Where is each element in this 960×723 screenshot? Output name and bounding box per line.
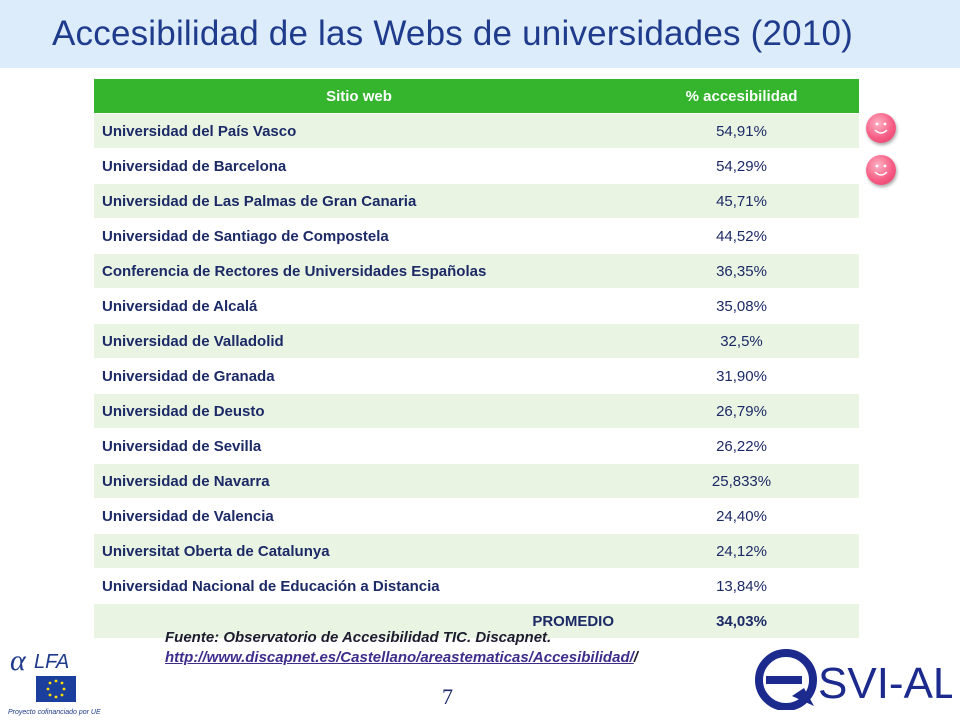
title-bar xyxy=(0,0,960,68)
site-name-cell: Universidad de Valencia xyxy=(94,498,624,534)
smiley-icon xyxy=(866,113,896,143)
source-note: Fuente: Observatorio de Accesibilidad TI… xyxy=(165,628,638,668)
site-name-cell: Universidad del País Vasco xyxy=(94,113,624,149)
site-name-cell: Universidad Nacional de Educación a Dist… xyxy=(94,568,624,604)
table-row: Universidad del País Vasco 54,91% xyxy=(94,113,859,149)
accessibility-value-cell: 32,5% xyxy=(624,323,859,359)
accessibility-value-cell: 31,90% xyxy=(624,358,859,394)
table-row: Universidad de Deusto 26,79% xyxy=(94,393,859,429)
esvi-logo: SVI-AL xyxy=(752,646,957,711)
source-link[interactable]: http://www.discapnet.es/Castellano/areas… xyxy=(165,649,634,666)
accessibility-value-cell: 36,35% xyxy=(624,253,859,289)
accessibility-value-cell: 24,12% xyxy=(624,533,859,569)
site-name-cell: Universidad de Santiago de Compostela xyxy=(94,218,624,254)
site-name-cell: Universidad de Barcelona xyxy=(94,148,624,184)
source-link-suffix: / xyxy=(633,649,638,666)
table-row: Conferencia de Rectores de Universidades… xyxy=(94,253,859,289)
site-name-cell: Universidad de Sevilla xyxy=(94,428,624,464)
accessibility-value-cell: 45,71% xyxy=(624,183,859,219)
alfa-logo: α LFA Proyecto cofinanciado por UE xyxy=(6,640,126,718)
average-row: PROMEDIO 34,03% xyxy=(94,603,859,639)
page-number: 7 xyxy=(442,684,453,709)
table-row: Universidad Nacional de Educación a Dist… xyxy=(94,568,859,604)
table-row: Universidad de Granada 31,90% xyxy=(94,358,859,394)
average-label: PROMEDIO xyxy=(94,603,624,639)
site-name-cell: Universidad de Navarra xyxy=(94,463,624,499)
table-row: Universidad de Valencia 24,40% xyxy=(94,498,859,534)
site-name-cell: Universidad de Las Palmas de Gran Canari… xyxy=(94,183,624,219)
site-name-cell: Universidad de Deusto xyxy=(94,393,624,429)
esvi-logo-text: SVI-AL xyxy=(818,659,952,708)
table-row: Universidad de Barcelona 54,29% xyxy=(94,148,859,184)
source-text: Fuente: Observatorio de Accesibilidad TI… xyxy=(165,629,552,646)
accessibility-value-cell: 54,29% xyxy=(624,148,859,184)
column-header-site: Sitio web xyxy=(94,79,624,114)
accessibility-value-cell: 26,22% xyxy=(624,428,859,464)
site-name-cell: Universidad de Alcalá xyxy=(94,288,624,324)
table-header-row: Sitio web % accesibilidad xyxy=(94,79,859,114)
table-row: Universidad de Navarra 25,833% xyxy=(94,463,859,499)
svg-text:α: α xyxy=(10,644,27,677)
accessibility-value-cell: 24,40% xyxy=(624,498,859,534)
table-row: Universitat Oberta de Catalunya 24,12% xyxy=(94,533,859,569)
average-value: 34,03% xyxy=(624,603,859,639)
site-name-cell: Universitat Oberta de Catalunya xyxy=(94,533,624,569)
accessibility-table: Sitio web % accesibilidad Universidad de… xyxy=(94,79,859,639)
accessibility-value-cell: 54,91% xyxy=(624,113,859,149)
table-row: Universidad de Alcalá 35,08% xyxy=(94,288,859,324)
table-body: Universidad del País Vasco 54,91% Universi… xyxy=(94,113,859,639)
accessibility-value-cell: 35,08% xyxy=(624,288,859,324)
site-name-cell: Universidad de Granada xyxy=(94,358,624,394)
table-row: Universidad de Sevilla 26,22% xyxy=(94,428,859,464)
site-name-cell: Universidad de Valladolid xyxy=(94,323,624,359)
page-title: Accesibilidad de las Webs de universidad… xyxy=(52,14,853,53)
accessibility-value-cell: 25,833% xyxy=(624,463,859,499)
site-name-cell: Conferencia de Rectores de Universidades… xyxy=(94,253,624,289)
table-row: Universidad de Santiago de Compostela 44,… xyxy=(94,218,859,254)
smiley-icon xyxy=(866,155,896,185)
accessibility-value-cell: 13,84% xyxy=(624,568,859,604)
alfa-logo-text: LFA xyxy=(34,651,69,673)
column-header-accessibility: % accesibilidad xyxy=(624,79,859,114)
table-row: Universidad de Valladolid 32,5% xyxy=(94,323,859,359)
alfa-logo-caption: Proyecto cofinanciado por UE xyxy=(8,709,101,716)
accessibility-value-cell: 44,52% xyxy=(624,218,859,254)
accessibility-value-cell: 26,79% xyxy=(624,393,859,429)
table-row: Universidad de Las Palmas de Gran Canari… xyxy=(94,183,859,219)
